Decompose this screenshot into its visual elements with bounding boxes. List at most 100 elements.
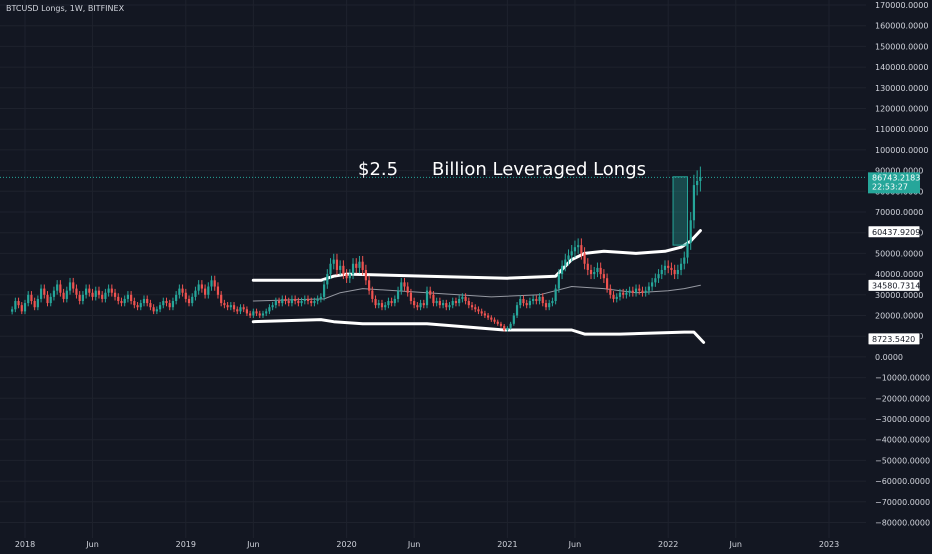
candle-body [464,296,467,302]
candle-body [692,185,696,221]
candle-body [17,301,20,306]
candle-body [602,274,605,279]
x-tick-label: Jun [407,540,421,549]
candle-body [184,292,187,299]
candle-body [663,265,667,270]
y-tick-label: −10000.0000 [875,374,930,383]
candle-body [361,261,364,270]
y-tick-label: 0.0000 [875,353,903,362]
candle-body [136,305,139,308]
candle-body [377,303,380,306]
y-tick-label: 140000.0000 [875,63,928,72]
candle-body [638,288,641,291]
candle-body [355,263,358,268]
candle-body [647,286,651,291]
candle-body [165,301,168,304]
candle-body [332,259,335,264]
candle-body [612,294,615,299]
candle-body [628,290,631,293]
candle-body [438,301,441,306]
candle-body [101,294,104,299]
candle-body [126,294,130,299]
y-tick-label: −70000.0000 [875,498,930,507]
candle-body [641,290,644,293]
candle-body [175,294,178,302]
candle-body [268,307,271,312]
candle-body [532,298,535,302]
candle-body [432,294,435,304]
candle-body [580,245,583,254]
upper-band-tag: 60437.9209 [867,225,921,239]
candle-body [651,282,654,287]
candle-body [496,321,499,324]
candle-body [281,298,284,304]
candle-body [104,292,107,299]
candle-body [348,274,351,279]
y-tick-label: 100000.0000 [875,146,928,155]
candle-body [654,278,657,283]
candle-body [625,292,628,295]
candle-body [396,290,400,299]
candle-body [445,303,448,308]
candle-body [583,253,586,264]
candle-body [387,301,390,306]
lower-band-tag: 8723.5420 [867,332,921,346]
candle-body [30,294,33,302]
candle-body [178,288,181,295]
candle-body [441,303,445,306]
candle-body [458,298,461,304]
candle-body [371,290,374,299]
candle-body [609,288,612,295]
y-tick-label: 120000.0000 [875,105,928,114]
candle-body [490,317,493,320]
candle-body [699,177,702,181]
candle-body [94,290,97,297]
candle-body [380,303,384,308]
candle-body [14,301,17,310]
candle-body [239,307,242,312]
candle-body [560,265,564,275]
candle-body [599,267,602,275]
candle-body [287,301,290,304]
last-price-value: 86743.2183 [872,173,920,182]
candle-body [20,305,23,312]
candle-body [451,301,454,306]
x-tick-label: 2019 [176,540,196,549]
candle-body [213,280,216,287]
y-tick-label: 20000.0000 [875,312,923,321]
candle-body [236,309,239,312]
candle-body [673,269,676,275]
last-price-countdown: 22:53:27 [872,182,908,191]
candle-body [216,286,220,295]
candle-body [499,323,503,326]
candle-body [429,290,432,295]
candle-body [62,292,65,299]
candle-body [467,301,470,306]
candle-body [541,296,544,304]
y-tick-label: −60000.0000 [875,477,930,486]
candle-body [528,301,532,306]
candle-body [506,327,509,330]
candle-body [158,305,162,310]
candle-body [483,313,486,316]
candle-body [480,311,483,314]
candle-body [168,303,171,308]
candle-body [342,265,345,275]
candle-body [249,313,252,316]
lower-band-tag-text: 8723.5420 [872,335,915,344]
candle-body [207,286,210,295]
candle-body [56,284,59,291]
y-tick-label: 110000.0000 [875,125,928,134]
x-tick-label: Jun [85,540,99,549]
x-tick-label: 2018 [15,540,35,549]
time-axis[interactable]: 2018 Jun 2019 Jun 2020 Jun 2021 Jun 2022 Jun 2023 [15,540,839,549]
candle-body [142,298,146,304]
candle-body [197,284,200,291]
candle-body [245,309,249,314]
candle-body [403,282,406,287]
candle-body [36,298,39,308]
